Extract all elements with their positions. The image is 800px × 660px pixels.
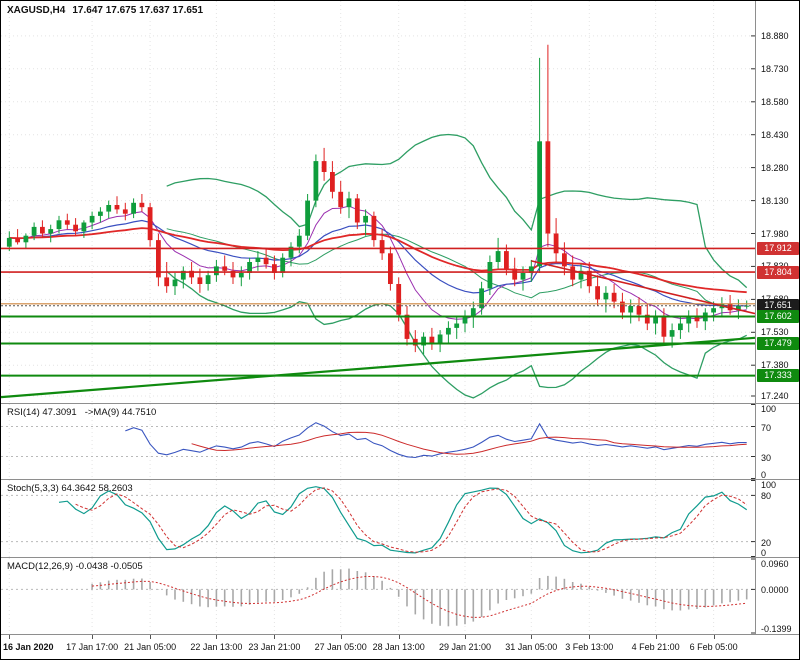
time-tick: [465, 635, 466, 639]
macd-axis-label: 0.0000: [761, 585, 789, 596]
time-label: 3 Feb 13:00: [565, 642, 614, 652]
macd-axis-label: -0.1399: [761, 624, 792, 634]
rsi-indicator-label: RSI(14) 47.3091 ->MA(9) 44.7510: [7, 407, 164, 418]
time-label: 4 Feb 21:00: [631, 642, 680, 652]
price-tick-label: 18.280: [761, 162, 789, 173]
macd-value-label: MACD(12,26,9) -0.0438 -0.0505: [7, 561, 143, 572]
time-label: 31 Jan 05:00: [505, 642, 558, 652]
time-tick: [150, 635, 152, 639]
time-label: 6 Feb 05:00: [689, 642, 738, 652]
price-tag: 17.804: [757, 265, 799, 279]
rsi-axis-label: 30: [761, 452, 772, 463]
time-label: 16 Jan 2020: [3, 642, 54, 652]
stoch-panel-canvas[interactable]: [1, 480, 755, 557]
stoch-value-label: Stoch(5,3,3) 64.3642 58.2603: [7, 483, 133, 494]
time-label: 17 Jan 17:00: [66, 642, 119, 652]
price-tick-label: 18.130: [761, 195, 789, 206]
time-label: 21 Jan 05:00: [124, 642, 177, 652]
macd-axis[interactable]: 0.0960 0.0000 -0.1399: [756, 558, 799, 634]
macd-panel-canvas[interactable]: [1, 558, 755, 634]
time-tick: [655, 635, 657, 639]
rsi-axis[interactable]: 100 70 30 0: [756, 404, 799, 480]
price-tick-label: 18.430: [761, 129, 789, 140]
price-tag: 17.651: [757, 299, 799, 313]
time-tick: [9, 635, 11, 639]
main-chart-canvas[interactable]: [1, 1, 755, 403]
macd-indicator-label: MACD(12,26,9) -0.0438 -0.0505: [7, 561, 151, 572]
price-tag: 17.912: [757, 241, 799, 255]
time-axis[interactable]: 16 Jan 2020 17 Jan 17:00 21 Jan 05:00 22 Ja…: [1, 635, 755, 659]
price-tick-label: 17.980: [761, 228, 789, 239]
time-tick: [589, 635, 591, 639]
rsi-ma-value-label: ->MA(9) 44.7510: [84, 407, 157, 418]
panel-separator[interactable]: [1, 403, 799, 404]
price-tick-label: 17.530: [761, 327, 789, 338]
panel-separator[interactable]: [1, 557, 799, 558]
stoch-indicator-label: Stoch(5,3,3) 64.3642 58.2603: [7, 483, 141, 494]
stoch-axis-label: 20: [761, 537, 772, 548]
time-tick: [398, 635, 400, 639]
rsi-axis-label: 100: [761, 404, 777, 414]
time-tick: [531, 635, 533, 639]
price-axis[interactable]: 18.880 18.730 18.580 18.430 18.280 18.130 17.9…: [756, 1, 799, 403]
rsi-panel-canvas[interactable]: [1, 404, 755, 479]
time-tick: [216, 635, 218, 639]
price-axis-divider: [755, 1, 756, 635]
rsi-axis-label: 70: [761, 422, 772, 433]
ohlc-values: 17.647 17.675 17.637 17.651: [72, 5, 204, 16]
time-label: 27 Jan 05:00: [314, 642, 367, 652]
time-label: 29 Jan 21:00: [438, 642, 492, 652]
time-label: 28 Jan 13:00: [372, 642, 425, 652]
rsi-axis-label: 0: [761, 470, 767, 480]
stoch-axis-label: 100: [761, 480, 777, 490]
stoch-axis-label: 80: [761, 491, 772, 502]
price-tick-label: 18.730: [761, 63, 789, 74]
price-tick-label: 17.240: [761, 391, 789, 401]
time-label: 23 Jan 21:00: [248, 642, 301, 652]
stoch-axis[interactable]: 100 80 20 0: [756, 480, 799, 558]
panel-separator[interactable]: [1, 634, 799, 635]
symbol-timeframe-label: XAGUSD,H4: [7, 5, 66, 16]
rsi-value-label: RSI(14) 47.3091: [7, 407, 77, 418]
macd-axis-label: 0.0960: [761, 559, 789, 569]
price-tag: 17.479: [757, 337, 799, 350]
price-tick-label: 17.380: [761, 360, 789, 371]
time-tick: [340, 635, 342, 639]
time-tick: [713, 635, 715, 639]
stoch-axis-label: 0: [761, 548, 767, 558]
time-label: 22 Jan 13:00: [190, 642, 243, 652]
panel-separator[interactable]: [1, 479, 799, 480]
price-tag: 17.602: [757, 310, 799, 323]
price-tick-label: 18.580: [761, 96, 789, 107]
price-tick-label: 18.880: [761, 30, 789, 41]
price-tag: 17.333: [757, 369, 799, 383]
time-tick: [274, 635, 276, 639]
chart-header: XAGUSD,H4 17.647 17.675 17.637 17.651: [7, 5, 203, 16]
time-tick: [92, 635, 94, 639]
